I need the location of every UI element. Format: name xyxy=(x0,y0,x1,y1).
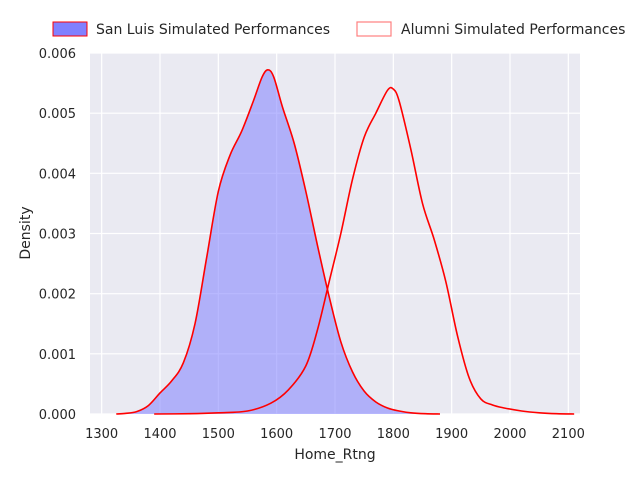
y-tick-label: 0.004 xyxy=(39,167,76,182)
y-tick-label: 0.000 xyxy=(39,408,76,423)
y-axis-title: Density xyxy=(18,206,34,259)
y-tick-label: 0.001 xyxy=(39,348,76,363)
legend-swatch-san-luis xyxy=(52,21,88,37)
y-tick-label: 0.005 xyxy=(39,107,76,122)
x-tick-label: 2100 xyxy=(552,427,585,442)
density-line-san-luis xyxy=(116,69,441,415)
y-tick-label: 0.006 xyxy=(39,47,76,62)
density-areas xyxy=(116,69,575,415)
legend-swatch-alumni xyxy=(356,21,392,37)
x-tick-label: 1400 xyxy=(143,427,176,442)
legend: San Luis Simulated Performances Alumni S… xyxy=(52,21,625,38)
x-tick-label: 1800 xyxy=(377,427,410,442)
density-fill-san-luis xyxy=(116,69,440,414)
x-tick-label: 1300 xyxy=(85,427,118,442)
x-axis-title: Home_Rtng xyxy=(294,447,375,463)
x-tick-label: 1700 xyxy=(318,427,351,442)
y-axis-ticks: 0.000 0.001 0.002 0.003 0.004 0.005 0.006 xyxy=(39,47,76,423)
legend-label-alumni: Alumni Simulated Performances xyxy=(401,22,625,38)
x-tick-label: 1900 xyxy=(435,427,468,442)
y-tick-label: 0.003 xyxy=(39,228,76,243)
legend-label-san-luis: San Luis Simulated Performances xyxy=(96,22,330,38)
y-tick-label: 0.002 xyxy=(39,288,76,303)
x-tick-label: 2000 xyxy=(493,427,526,442)
x-tick-label: 1500 xyxy=(202,427,235,442)
x-tick-label: 1600 xyxy=(260,427,293,442)
density-line-alumni xyxy=(154,86,575,415)
x-axis-ticks: 1300 1400 1500 1600 1700 1800 1900 2000 2100 xyxy=(85,427,585,442)
